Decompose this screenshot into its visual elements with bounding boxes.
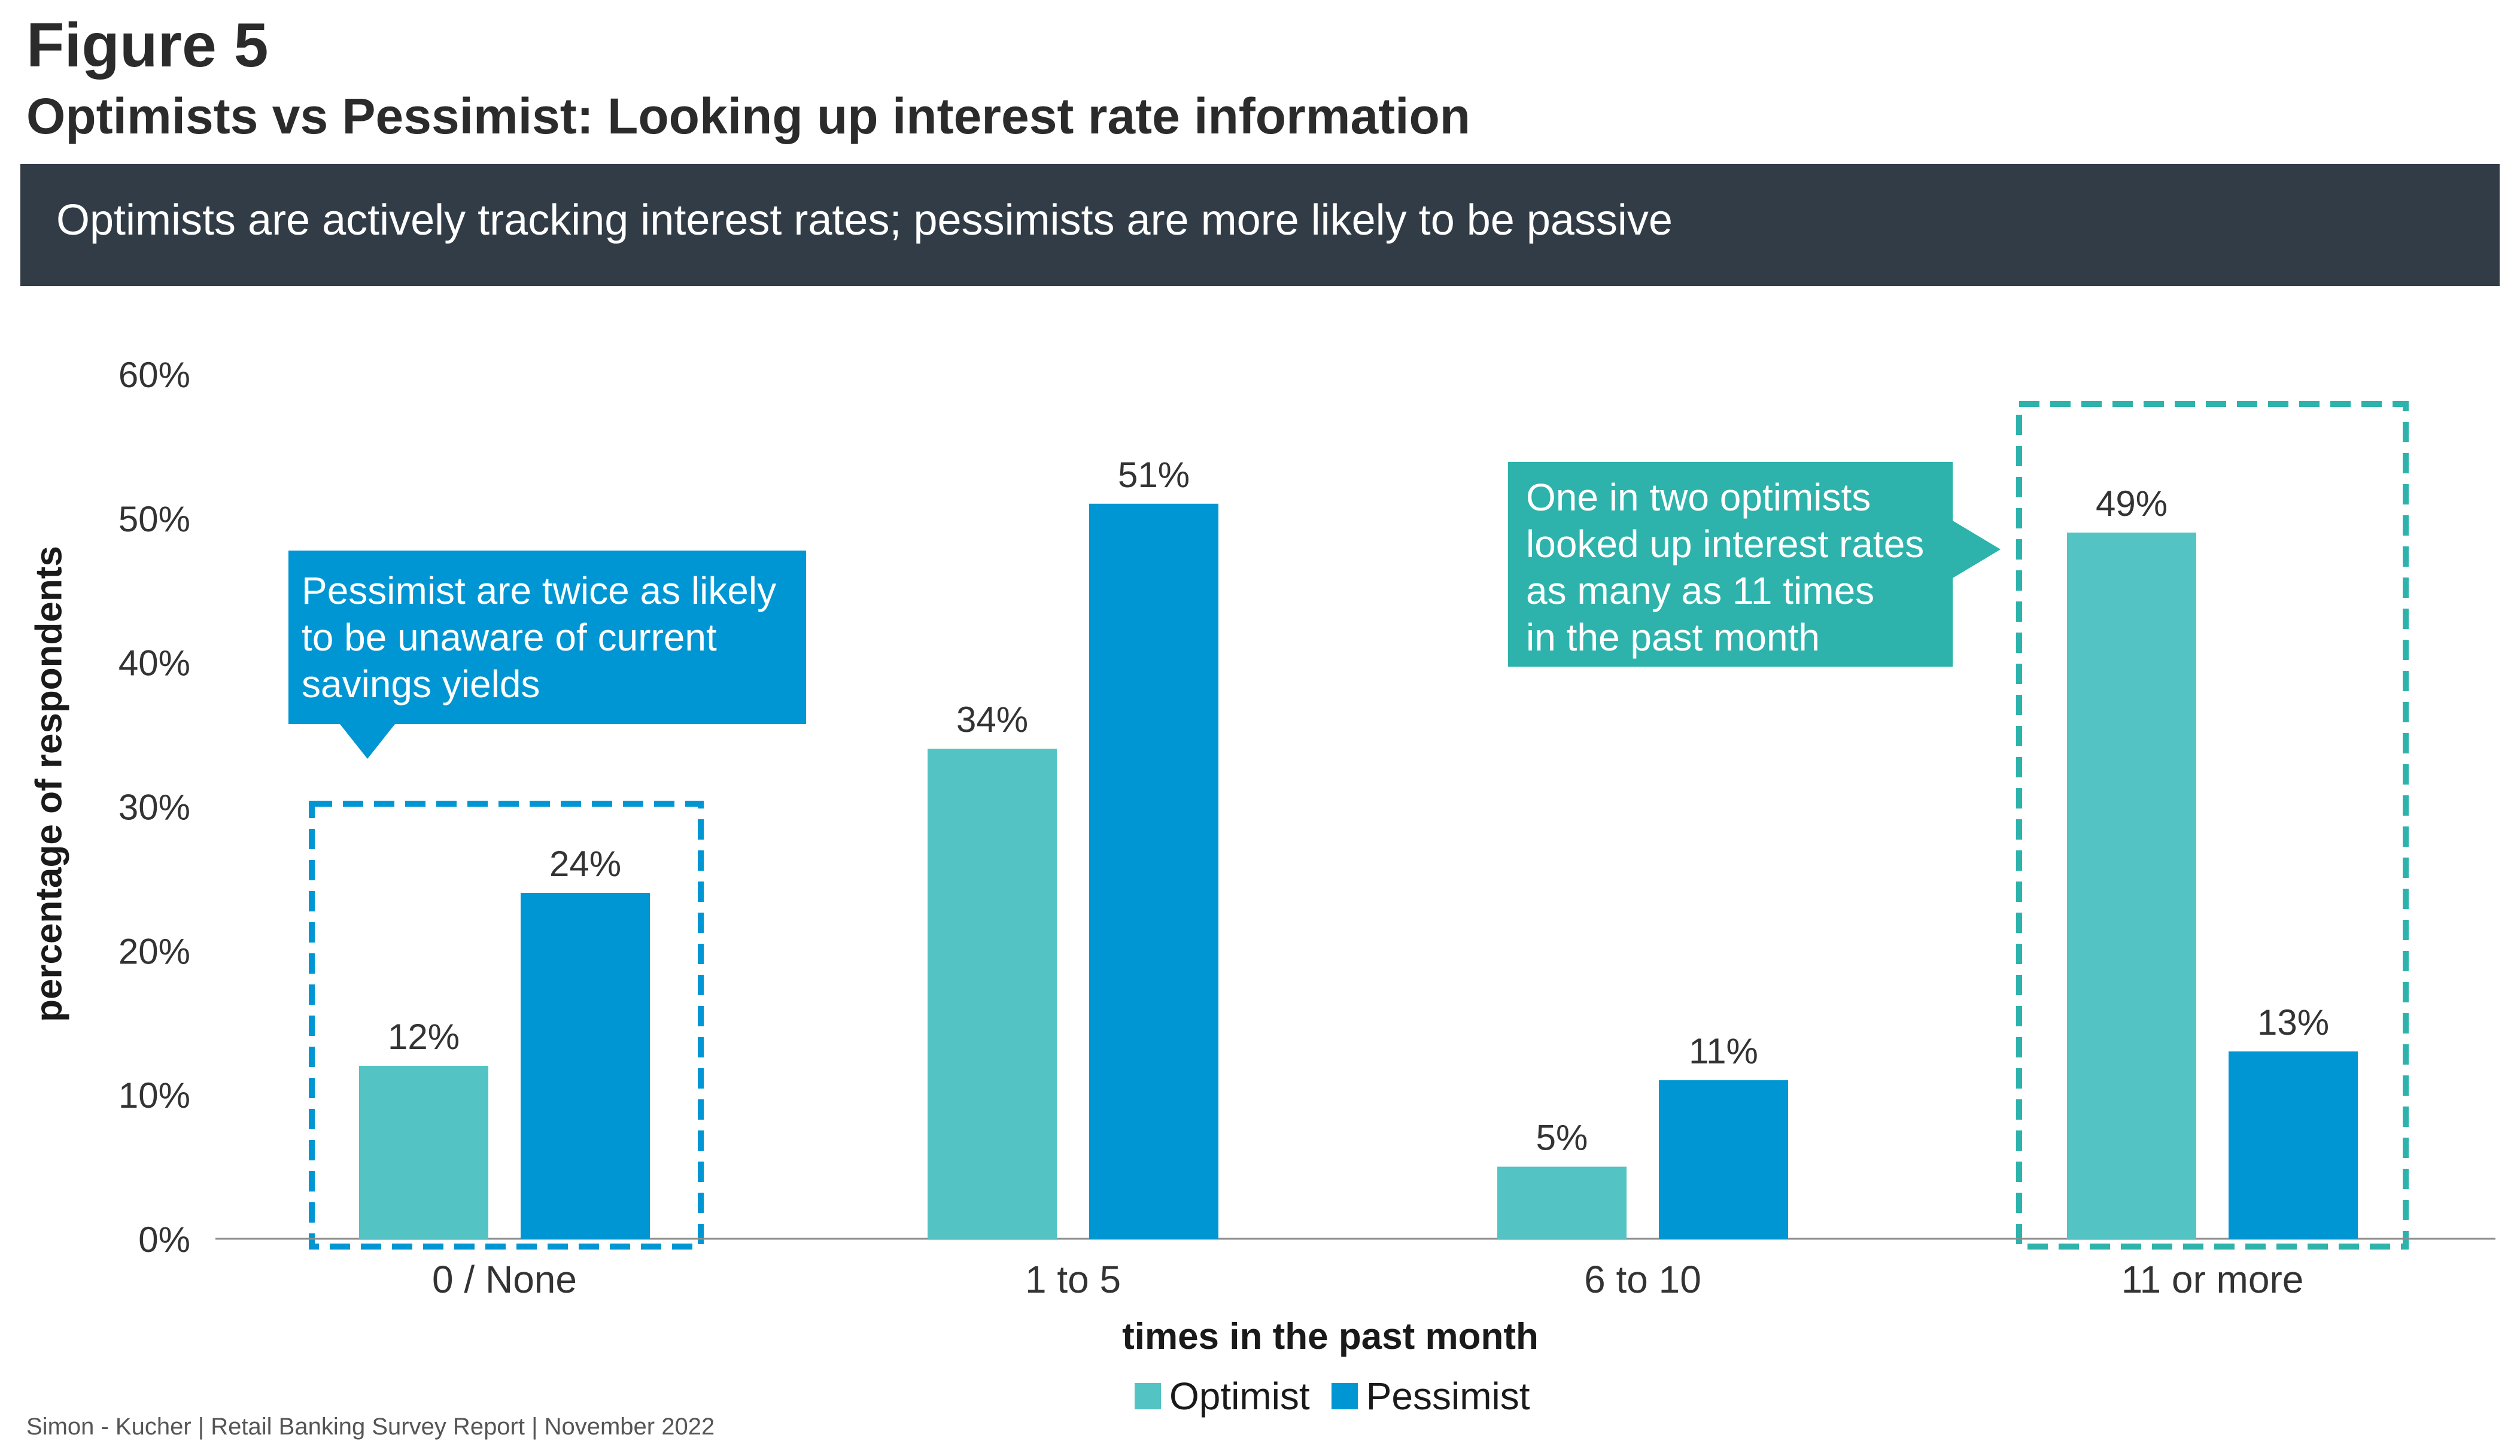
subtitle-banner: Optimists are actively tracking interest… — [20, 164, 2500, 286]
bar-pessimist — [2229, 1051, 2358, 1239]
x-tick-label: 0 / None — [432, 1258, 577, 1301]
x-tick-label: 1 to 5 — [1025, 1258, 1121, 1301]
data-label: 34% — [956, 700, 1028, 740]
legend-item-optimist: Optimist — [1135, 1374, 1310, 1418]
bar-optimist — [928, 749, 1057, 1239]
y-tick-label: 40% — [118, 643, 190, 683]
bar-optimist — [359, 1066, 488, 1239]
x-axis-label: times in the past month — [1122, 1316, 1539, 1357]
callout-line: Pessimist are twice as likely — [302, 569, 777, 612]
bar-pessimist — [1089, 503, 1218, 1239]
callout-line: in the past month — [1526, 616, 1820, 659]
callout-line: One in two optimists — [1526, 476, 1871, 519]
bar-optimist — [2067, 532, 2196, 1239]
footer-source: Simon - Kucher | Retail Banking Survey R… — [26, 1414, 715, 1440]
bar-pessimist — [1659, 1080, 1788, 1239]
data-label: 13% — [2257, 1002, 2329, 1042]
y-tick-label: 20% — [118, 931, 190, 971]
legend-swatch-pessimist — [1331, 1383, 1358, 1409]
y-tick-label: 30% — [118, 788, 190, 828]
callout-line: to be unaware of current — [302, 616, 717, 659]
banner-text: Optimists are actively tracking interest… — [56, 196, 1673, 244]
highlight-box-none — [309, 801, 704, 1250]
chart-title: Optimists vs Pessimist: Looking up inter… — [26, 88, 1471, 144]
callout-line: savings yields — [302, 662, 540, 706]
legend-label-pessimist: Pessimist — [1366, 1375, 1530, 1418]
data-label: 12% — [388, 1017, 460, 1057]
y-tick-label: 10% — [118, 1075, 190, 1115]
y-axis-label: percentage of respondents — [28, 546, 70, 1022]
legend: Optimist Pessimist — [1135, 1374, 1552, 1418]
legend-label-optimist: Optimist — [1169, 1375, 1310, 1418]
callout-optimist-tracking: One in two optimists looked up interest … — [1508, 462, 2001, 667]
bar-pessimist — [521, 893, 650, 1239]
figure-label: Figure 5 — [26, 11, 269, 80]
legend-swatch-optimist — [1135, 1383, 1161, 1409]
data-label: 11% — [1689, 1031, 1758, 1071]
bar-optimist — [1497, 1166, 1627, 1239]
y-tick-label: 0% — [138, 1220, 190, 1260]
data-label: 49% — [2096, 484, 2168, 524]
x-tick-label: 11 or more — [2121, 1258, 2304, 1301]
callout-line: looked up interest rates — [1526, 522, 1925, 566]
legend-item-pessimist: Pessimist — [1331, 1374, 1530, 1418]
highlight-box-11-or-more — [2016, 401, 2409, 1250]
data-label: 24% — [549, 844, 621, 884]
data-label: 5% — [1536, 1118, 1588, 1158]
callout-line: as many as 11 times — [1526, 569, 1875, 612]
y-tick-label: 60% — [118, 355, 190, 395]
y-tick-label: 50% — [118, 499, 190, 539]
data-label: 51% — [1118, 455, 1190, 495]
x-tick-label: 6 to 10 — [1584, 1258, 1701, 1301]
callout-pessimist-unaware: Pessimist are twice as likely to be unaw… — [288, 551, 806, 759]
